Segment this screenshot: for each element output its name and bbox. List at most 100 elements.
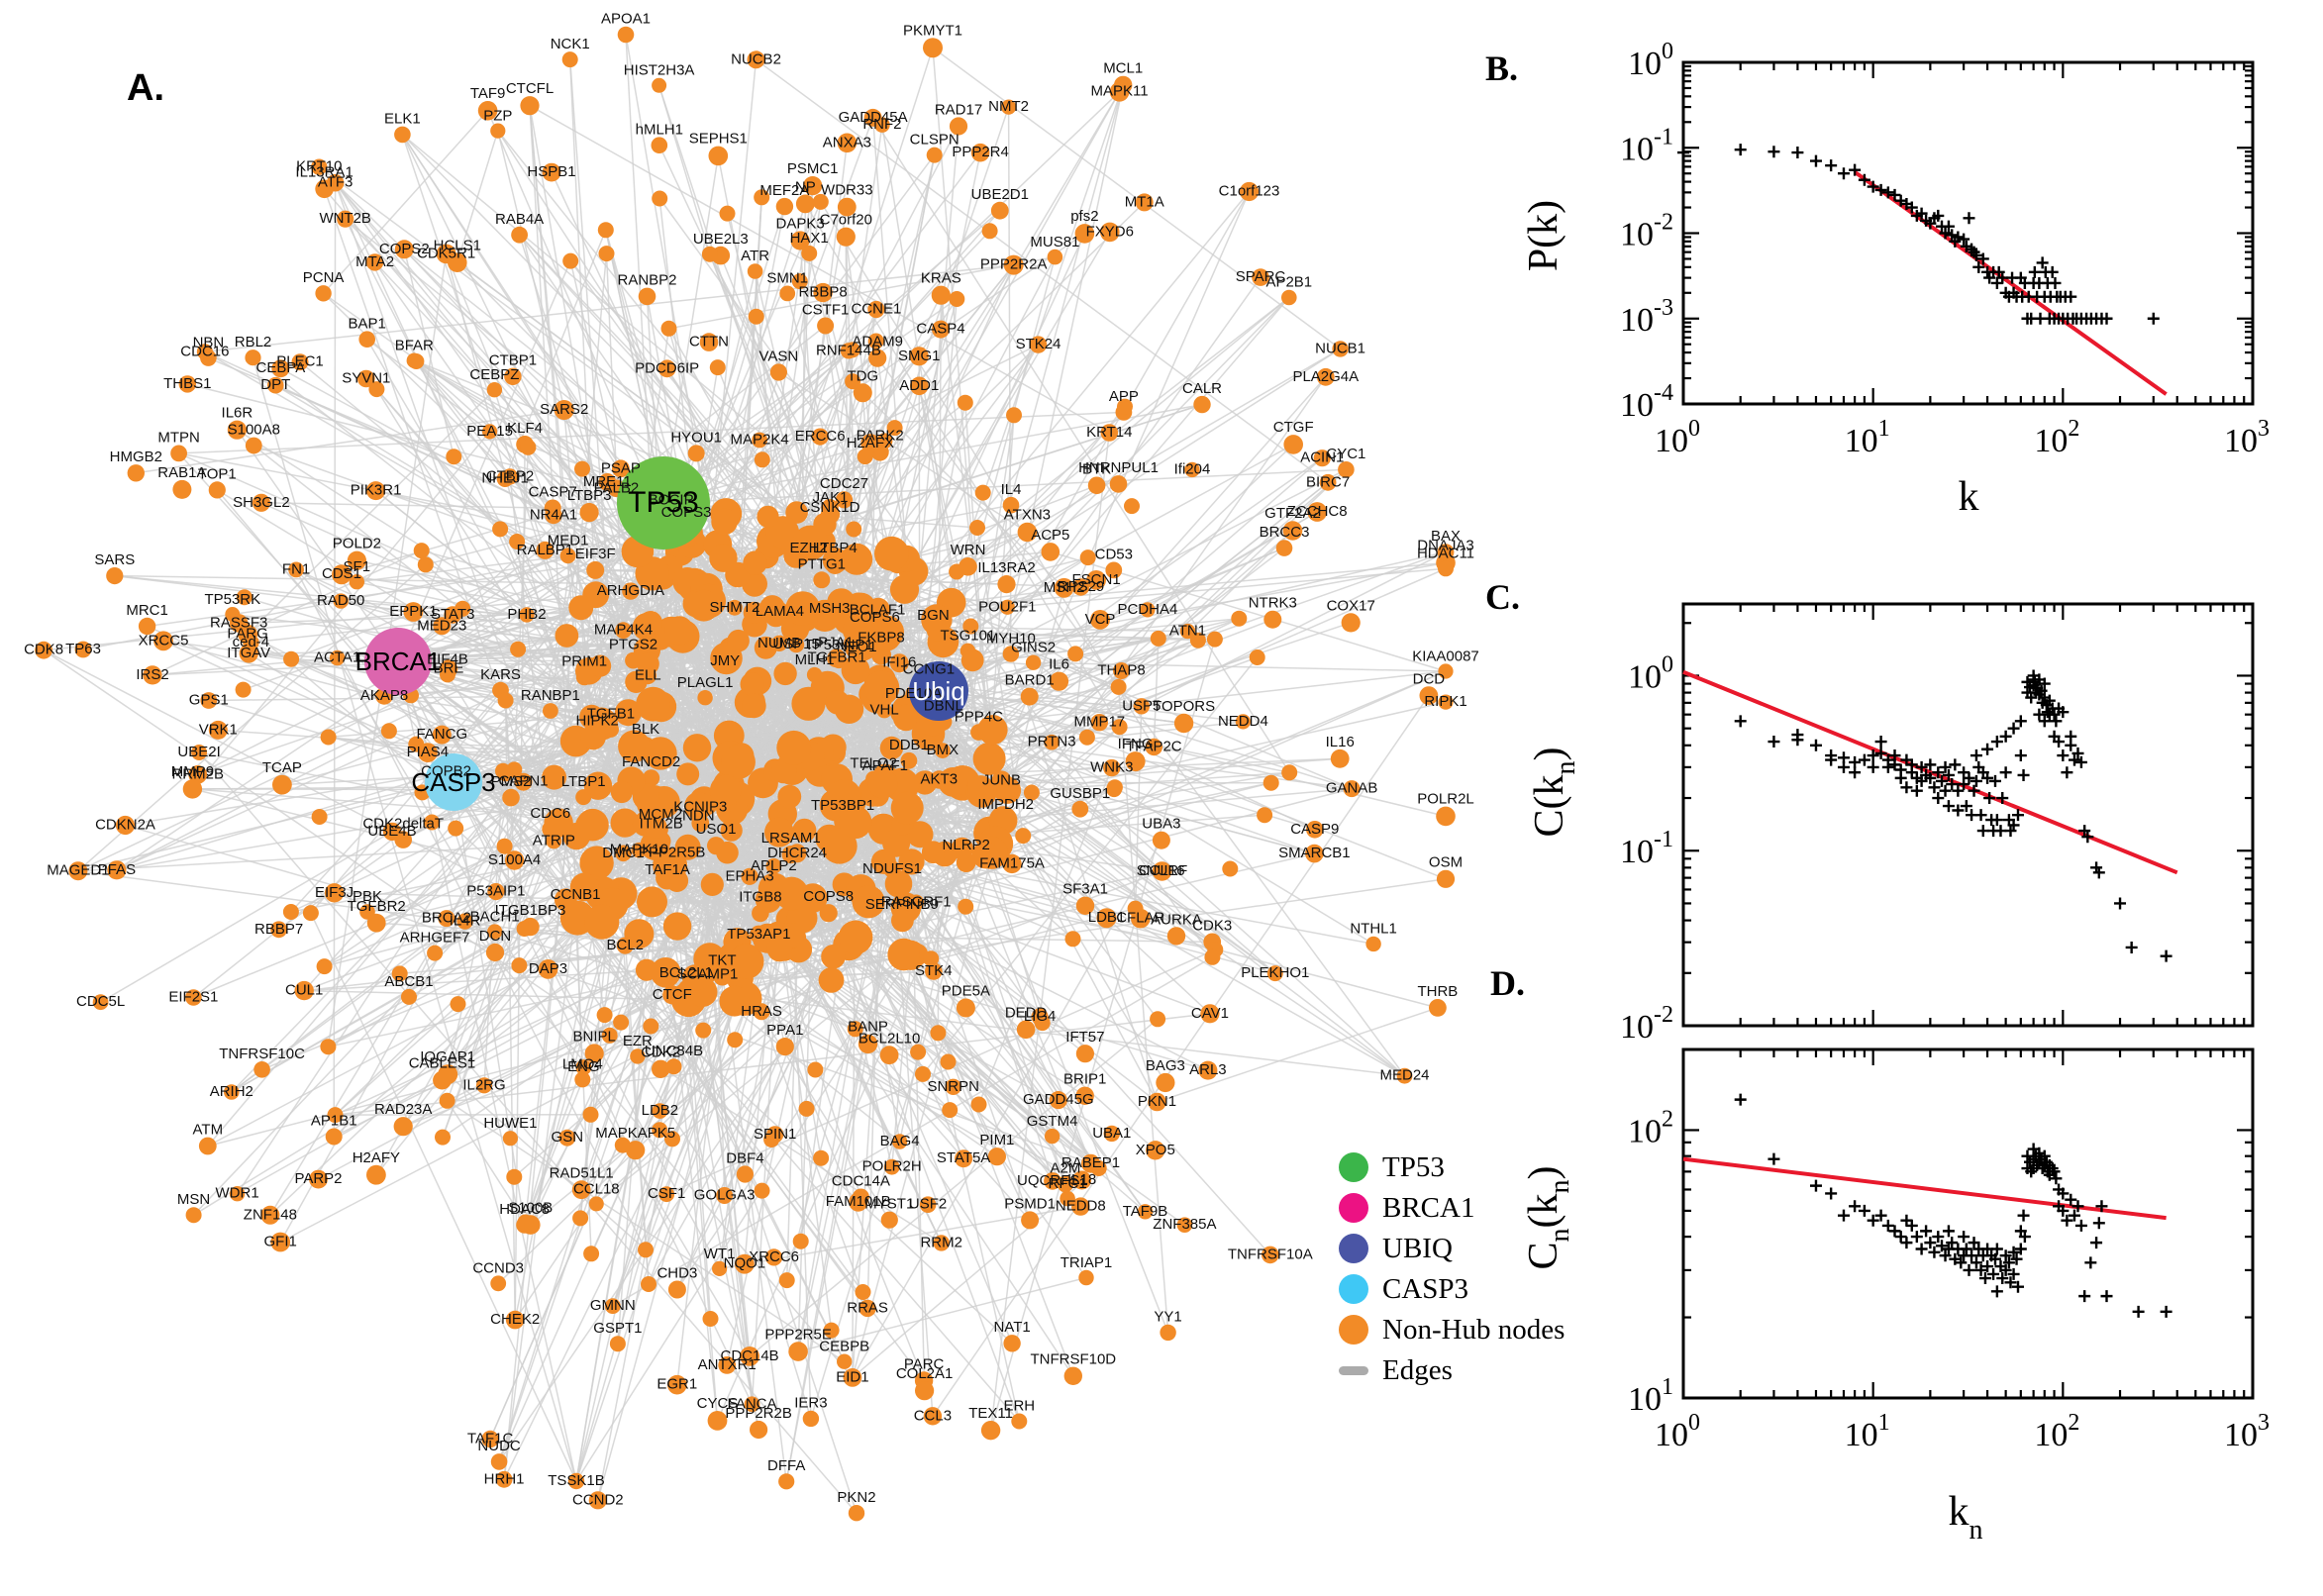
non-hub-node[interactable] bbox=[1001, 99, 1017, 115]
non-hub-node[interactable] bbox=[697, 690, 713, 706]
non-hub-node[interactable] bbox=[819, 904, 838, 923]
non-hub-node[interactable] bbox=[574, 811, 605, 842]
non-hub-node[interactable] bbox=[1338, 461, 1355, 478]
non-hub-node[interactable] bbox=[185, 989, 202, 1006]
non-hub-node[interactable] bbox=[847, 1021, 863, 1038]
non-hub-node[interactable] bbox=[838, 920, 873, 955]
non-hub-node[interactable] bbox=[496, 838, 513, 854]
non-hub-node[interactable] bbox=[324, 883, 345, 903]
non-hub-node[interactable] bbox=[915, 1065, 931, 1082]
non-hub-node[interactable] bbox=[993, 776, 1022, 804]
non-hub-node[interactable] bbox=[874, 536, 909, 571]
non-hub-node[interactable] bbox=[569, 872, 599, 902]
non-hub-node[interactable] bbox=[857, 449, 873, 465]
non-hub-node[interactable] bbox=[1029, 336, 1048, 353]
non-hub-node[interactable] bbox=[837, 197, 857, 217]
non-hub-node[interactable] bbox=[687, 445, 705, 462]
non-hub-node[interactable] bbox=[408, 736, 425, 752]
non-hub-node[interactable] bbox=[1184, 461, 1200, 478]
non-hub-node[interactable] bbox=[813, 1149, 830, 1166]
non-hub-node[interactable] bbox=[291, 353, 309, 371]
non-hub-node[interactable] bbox=[153, 631, 173, 651]
non-hub-node[interactable] bbox=[391, 965, 408, 982]
non-hub-node[interactable] bbox=[1239, 181, 1260, 202]
non-hub-node[interactable] bbox=[614, 1137, 631, 1153]
non-hub-node[interactable] bbox=[845, 592, 873, 621]
non-hub-node[interactable] bbox=[807, 1061, 824, 1078]
non-hub-node[interactable] bbox=[822, 548, 849, 574]
non-hub-node[interactable] bbox=[852, 885, 885, 919]
non-hub-node[interactable] bbox=[1341, 613, 1361, 633]
non-hub-node[interactable] bbox=[579, 704, 604, 730]
non-hub-node[interactable] bbox=[1002, 853, 1022, 874]
non-hub-node[interactable] bbox=[923, 1407, 943, 1426]
non-hub-node[interactable] bbox=[803, 176, 823, 196]
non-hub-node[interactable] bbox=[200, 692, 218, 709]
non-hub-node[interactable] bbox=[825, 690, 850, 715]
non-hub-node[interactable] bbox=[728, 944, 764, 979]
non-hub-node[interactable] bbox=[357, 369, 375, 388]
non-hub-node[interactable] bbox=[1124, 498, 1140, 515]
non-hub-node[interactable] bbox=[1437, 544, 1455, 560]
non-hub-node[interactable] bbox=[841, 543, 873, 575]
non-hub-node[interactable] bbox=[235, 681, 252, 698]
non-hub-node[interactable] bbox=[1071, 578, 1090, 596]
non-hub-node[interactable] bbox=[325, 1128, 343, 1146]
non-hub-node[interactable] bbox=[870, 848, 896, 874]
non-hub-node[interactable] bbox=[1282, 521, 1303, 541]
non-hub-node[interactable] bbox=[495, 1470, 513, 1488]
non-hub-node[interactable] bbox=[1067, 646, 1084, 662]
non-hub-node[interactable] bbox=[486, 382, 503, 398]
non-hub-node[interactable] bbox=[1020, 687, 1039, 706]
non-hub-node[interactable] bbox=[294, 980, 314, 1001]
non-hub-node[interactable] bbox=[1078, 729, 1095, 746]
non-hub-node[interactable] bbox=[926, 147, 943, 163]
non-hub-node[interactable] bbox=[1086, 570, 1106, 590]
non-hub-node[interactable] bbox=[579, 846, 614, 880]
non-hub-node[interactable] bbox=[716, 841, 739, 864]
non-hub-node[interactable] bbox=[510, 641, 527, 657]
non-hub-node[interactable] bbox=[536, 541, 555, 559]
non-hub-node[interactable] bbox=[514, 772, 533, 791]
non-hub-node[interactable] bbox=[955, 1149, 973, 1168]
non-hub-node[interactable] bbox=[610, 780, 634, 804]
non-hub-node[interactable] bbox=[517, 1214, 534, 1231]
non-hub-node[interactable] bbox=[719, 205, 736, 222]
non-hub-node[interactable] bbox=[879, 736, 904, 760]
non-hub-node[interactable] bbox=[127, 464, 145, 482]
non-hub-node[interactable] bbox=[432, 725, 452, 745]
non-hub-node[interactable] bbox=[764, 604, 787, 628]
non-hub-node[interactable] bbox=[1105, 561, 1123, 579]
non-hub-node[interactable] bbox=[942, 1102, 959, 1119]
non-hub-node[interactable] bbox=[555, 624, 579, 648]
non-hub-node[interactable] bbox=[1109, 81, 1130, 102]
non-hub-node[interactable] bbox=[821, 945, 846, 969]
non-hub-node[interactable] bbox=[270, 1232, 291, 1252]
non-hub-node[interactable] bbox=[949, 117, 968, 136]
non-hub-node[interactable] bbox=[892, 704, 920, 732]
non-hub-node[interactable] bbox=[502, 788, 520, 807]
non-hub-node[interactable] bbox=[931, 285, 951, 305]
non-hub-node[interactable] bbox=[637, 652, 659, 675]
non-hub-node[interactable] bbox=[1150, 1011, 1166, 1028]
non-hub-node[interactable] bbox=[597, 222, 614, 239]
non-hub-node[interactable] bbox=[938, 767, 968, 797]
non-hub-node[interactable] bbox=[624, 919, 655, 949]
non-hub-node[interactable] bbox=[701, 246, 718, 262]
non-hub-node[interactable] bbox=[774, 876, 809, 911]
non-hub-node[interactable] bbox=[735, 1253, 755, 1274]
non-hub-node[interactable] bbox=[311, 809, 328, 825]
non-hub-node[interactable] bbox=[618, 730, 651, 762]
non-hub-node[interactable] bbox=[439, 1092, 455, 1109]
non-hub-node[interactable] bbox=[1060, 1190, 1075, 1207]
non-hub-node[interactable] bbox=[511, 226, 528, 244]
non-hub-node[interactable] bbox=[930, 1025, 947, 1042]
non-hub-node[interactable] bbox=[754, 451, 770, 468]
non-hub-node[interactable] bbox=[887, 938, 920, 971]
non-hub-node[interactable] bbox=[1034, 1015, 1051, 1032]
non-hub-node[interactable] bbox=[923, 950, 940, 967]
non-hub-node[interactable] bbox=[1016, 1020, 1036, 1040]
non-hub-node[interactable] bbox=[427, 945, 444, 961]
non-hub-node[interactable] bbox=[890, 791, 924, 825]
non-hub-node[interactable] bbox=[1249, 649, 1265, 665]
